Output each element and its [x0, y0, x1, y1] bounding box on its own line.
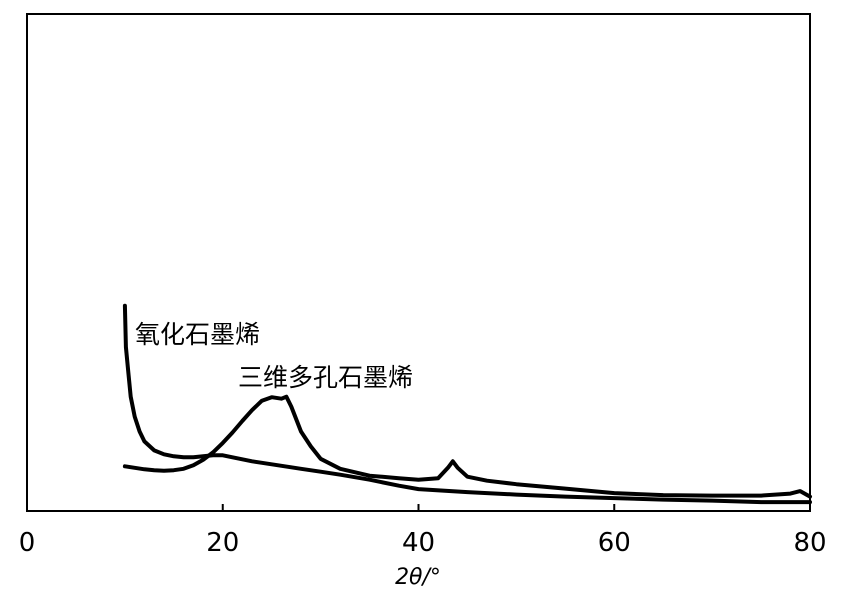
- x-tick-label: 40: [402, 528, 435, 558]
- x-tick-label: 20: [206, 528, 239, 558]
- x-tick-label: 0: [19, 528, 36, 558]
- plot-frame: [26, 13, 811, 512]
- x-axis-ticks: 0 20 40 60 80: [19, 504, 827, 558]
- x-axis-title: 2θ/°: [395, 565, 441, 590]
- series-line-1: [122, 394, 812, 499]
- series-label-graphene-oxide: 氧化石墨烯: [135, 320, 260, 349]
- series-layer: [122, 303, 812, 505]
- series-line-0: [122, 303, 812, 505]
- x-tick-label: 80: [793, 528, 826, 558]
- x-tick-label: 60: [598, 528, 631, 558]
- series-label-3d-porous-graphene: 三维多孔石墨烯: [238, 363, 413, 392]
